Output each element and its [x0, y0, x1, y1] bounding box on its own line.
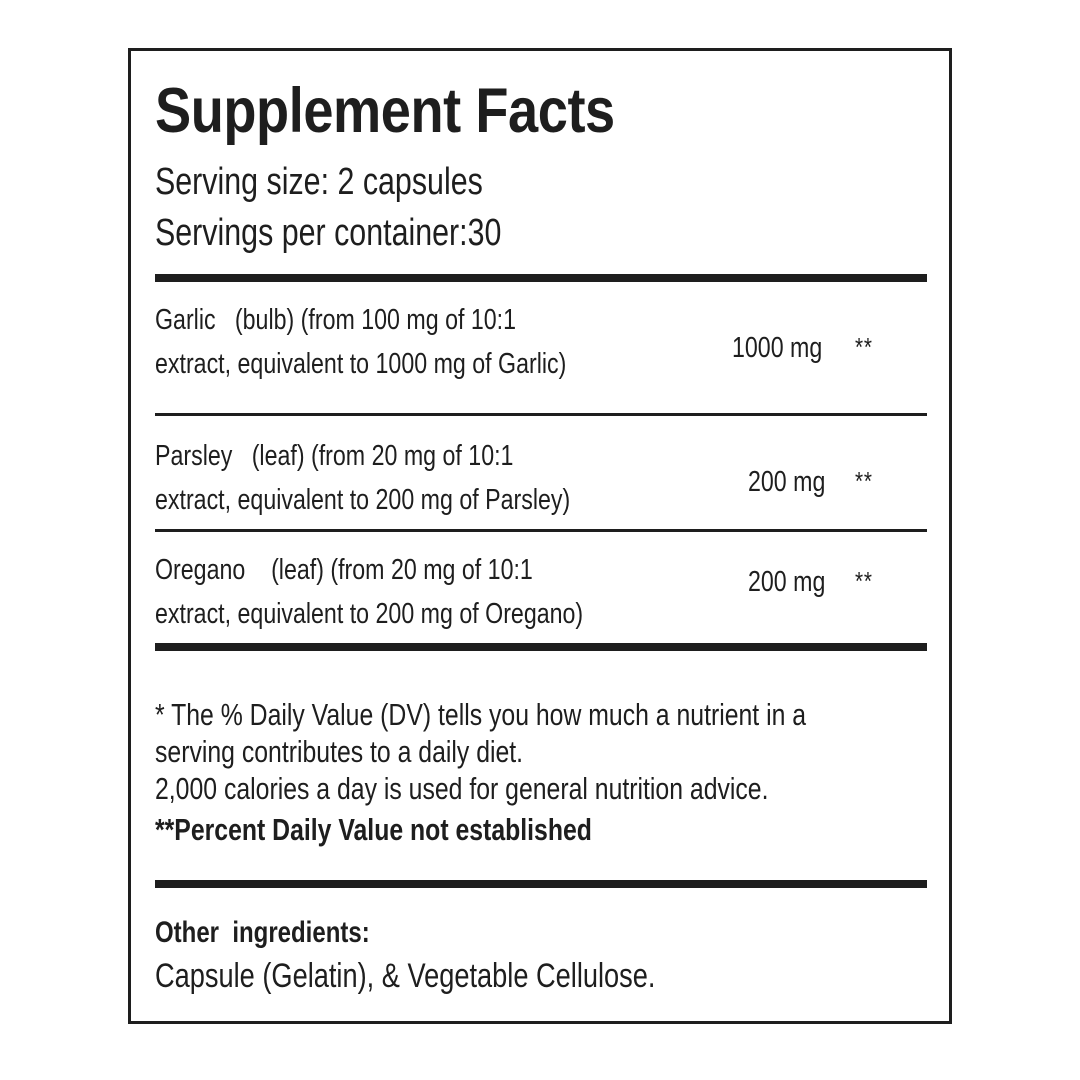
- ingredient-daily-value-text: **: [855, 566, 873, 596]
- divider-after-parsley: [155, 529, 927, 532]
- page-title: Supplement Facts: [155, 80, 690, 143]
- ingredient-amount-text: 200 mg: [748, 566, 826, 598]
- divider-above-other-ingredients: [155, 880, 927, 888]
- serving-size-text: Serving size: 2 capsules: [155, 161, 483, 203]
- ingredient-description-line2: extract, equivalent to 200 mg of Oregano…: [155, 598, 584, 630]
- supplement-facts-panel: Supplement Facts Serving size: 2 capsule…: [128, 48, 952, 1024]
- footnote-dv-not-established-text: **Percent Daily Value not established: [155, 812, 592, 847]
- other-ingredients-heading: Other ingredients:: [155, 912, 935, 954]
- ingredient-amount-text: 1000 mg: [732, 332, 823, 364]
- ingredient-description-line1: Oregano (leaf) (from 20 mg of 10:1: [155, 554, 533, 586]
- ingredient-description-line1: Parsley (leaf) (from 20 mg of 10:1: [155, 440, 514, 472]
- ingredient-daily-value: **: [855, 568, 915, 594]
- page-title-text: Supplement Facts: [155, 76, 615, 146]
- ingredient-amount: 200 mg: [585, 568, 845, 597]
- ingredient-description-line1: Garlic (bulb) (from 100 mg of 10:1: [155, 304, 517, 336]
- ingredient-amount-text: 200 mg: [748, 466, 826, 498]
- ingredient-daily-value: **: [855, 334, 915, 360]
- ingredient-description: Garlic (bulb) (from 100 mg of 10:1 extra…: [155, 298, 715, 386]
- other-ingredients-body-text: Capsule (Gelatin), & Vegetable Cellulose…: [155, 957, 656, 995]
- divider-after-garlic: [155, 413, 927, 416]
- panel-inner: Supplement Facts Serving size: 2 capsule…: [155, 51, 927, 1021]
- ingredient-daily-value-text: **: [855, 332, 873, 362]
- servings-per-container-text: Servings per container:30: [155, 212, 502, 254]
- footnote-dv-explanation-line2: serving contributes to a daily diet.: [155, 733, 935, 770]
- ingredient-daily-value: **: [855, 468, 915, 494]
- footnote-line2-text: serving contributes to a daily diet.: [155, 734, 524, 769]
- footnote-line3-text: 2,000 calories a day is used for general…: [155, 771, 769, 806]
- ingredient-daily-value-text: **: [855, 466, 873, 496]
- divider-below-ingredients: [155, 643, 927, 651]
- other-ingredients-body: Capsule (Gelatin), & Vegetable Cellulose…: [155, 954, 935, 998]
- ingredient-description: Parsley (leaf) (from 20 mg of 10:1 extra…: [155, 434, 715, 522]
- divider-above-ingredients: [155, 274, 927, 282]
- other-ingredients-section: Other ingredients: Capsule (Gelatin), & …: [155, 912, 935, 998]
- other-ingredients-heading-text: Other ingredients:: [155, 916, 370, 949]
- serving-size: Serving size: 2 capsules: [155, 163, 565, 201]
- ingredient-amount: 200 mg: [585, 468, 845, 497]
- ingredient-description-line2: extract, equivalent to 200 mg of Parsley…: [155, 484, 571, 516]
- ingredient-description-line2: extract, equivalent to 1000 mg of Garlic…: [155, 348, 567, 380]
- ingredient-description: Oregano (leaf) (from 20 mg of 10:1 extra…: [155, 548, 715, 636]
- footnote-line1-text: * The % Daily Value (DV) tells you how m…: [155, 697, 807, 732]
- footnote-calories-note: 2,000 calories a day is used for general…: [155, 770, 935, 807]
- footnote-dv-not-established: **Percent Daily Value not established: [155, 807, 935, 853]
- servings-per-container: Servings per container:30: [155, 214, 588, 252]
- footnote-dv-explanation-line1: * The % Daily Value (DV) tells you how m…: [155, 696, 935, 733]
- footnotes: * The % Daily Value (DV) tells you how m…: [155, 696, 935, 853]
- ingredient-amount: 1000 mg: [585, 334, 845, 363]
